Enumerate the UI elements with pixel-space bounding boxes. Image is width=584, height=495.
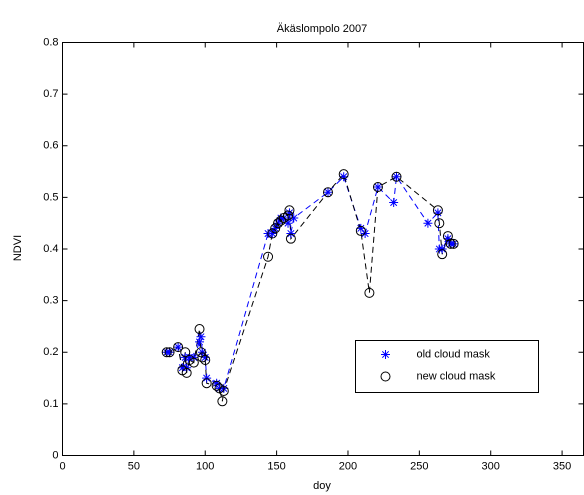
marker: [284, 205, 295, 216]
axes-box: [62, 42, 584, 456]
legend-marker: [381, 350, 390, 359]
marker: [194, 324, 205, 335]
x-tick-label: 300: [482, 460, 500, 472]
marker: [372, 182, 383, 193]
x-tick-label: 150: [267, 460, 285, 472]
marker: [263, 251, 274, 262]
marker: [275, 215, 286, 226]
series-line: [166, 173, 454, 402]
marker: [173, 342, 183, 352]
marker: [267, 229, 277, 239]
y-tick-label: 0.8: [43, 36, 58, 48]
x-tick-label: 100: [196, 460, 214, 472]
marker: [197, 347, 207, 357]
marker: [284, 208, 294, 218]
marker: [356, 223, 366, 233]
marker: [443, 234, 453, 244]
x-tick-label: 250: [410, 460, 428, 472]
chart-title: Äkäslompolo 2007: [277, 23, 368, 35]
marker: [434, 218, 445, 229]
marker: [391, 171, 402, 182]
marker: [437, 244, 447, 254]
marker: [423, 218, 433, 228]
marker: [173, 342, 184, 353]
legend-label: old cloud mask: [417, 348, 491, 360]
marker: [161, 347, 172, 358]
marker: [212, 378, 222, 388]
y-tick-label: 0.3: [43, 295, 58, 307]
marker: [195, 347, 206, 358]
series-line: [166, 175, 454, 389]
marker: [283, 210, 294, 221]
x-tick-label: 50: [128, 460, 140, 472]
marker: [196, 332, 206, 342]
y-tick-label: 0.2: [43, 346, 58, 358]
marker: [201, 378, 212, 389]
marker: [188, 357, 199, 368]
y-tick-label: 0.5: [43, 191, 58, 203]
marker: [323, 187, 333, 197]
y-tick-label: 0.7: [43, 88, 58, 100]
marker: [189, 352, 199, 362]
x-tick-label: 200: [339, 460, 357, 472]
marker: [448, 238, 459, 249]
x-tick-label: 0: [59, 460, 65, 472]
marker: [197, 352, 208, 363]
marker: [286, 229, 296, 239]
marker: [217, 396, 228, 407]
legend-marker: [380, 371, 391, 382]
marker: [437, 249, 448, 260]
legend: old cloud mask new cloud mask: [355, 340, 539, 393]
marker: [267, 228, 278, 239]
marker: [202, 373, 212, 383]
marker: [445, 238, 456, 249]
marker: [273, 218, 284, 229]
marker: [432, 205, 443, 216]
legend-label: new cloud mask: [417, 370, 496, 382]
marker: [283, 218, 293, 228]
marker: [195, 337, 205, 347]
marker: [211, 380, 222, 391]
marker: [338, 169, 349, 180]
marker: [392, 172, 402, 182]
marker: [339, 172, 349, 182]
marker: [182, 363, 192, 373]
marker: [200, 354, 211, 365]
y-tick-label: 0.6: [43, 140, 58, 152]
marker: [355, 225, 366, 236]
x-tick-label: 350: [553, 460, 571, 472]
marker: [180, 347, 191, 358]
marker: [165, 347, 175, 357]
marker: [433, 208, 443, 218]
marker: [164, 347, 175, 358]
marker: [322, 187, 333, 198]
marker: [270, 223, 281, 234]
x-axis-label: doy: [313, 480, 331, 492]
marker: [389, 198, 399, 208]
legend-box: [355, 340, 539, 393]
marker: [273, 218, 283, 228]
marker: [373, 182, 383, 192]
marker: [270, 223, 280, 233]
y-axis-label: NDVI: [12, 235, 24, 261]
marker: [449, 239, 459, 249]
marker: [181, 367, 192, 378]
marker: [218, 385, 229, 396]
y-tick-label: 0: [52, 449, 58, 461]
y-tick-label: 0.4: [43, 243, 58, 255]
marker: [289, 213, 299, 223]
y-tick-label: 0.1: [43, 398, 58, 410]
marker: [364, 287, 375, 298]
marker: [285, 233, 296, 244]
marker: [200, 352, 210, 362]
